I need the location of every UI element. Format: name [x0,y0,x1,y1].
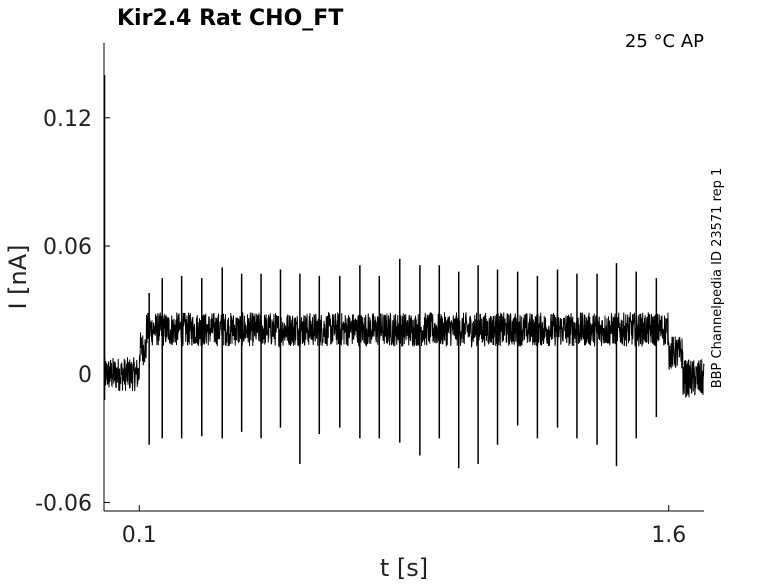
y-tick-label: -0.06 [35,491,92,516]
ticks: 0.1 1.6 0.12 0.06 0 -0.06 [35,107,686,548]
current-trace [103,75,705,469]
y-tick-label: 0 [78,363,92,388]
y-axis-label: I [nA] [4,244,32,309]
trace-noise-band [103,311,705,398]
x-tick-label: 1.6 [651,523,686,548]
y-tick-label: 0.06 [43,235,92,260]
axes [103,43,704,512]
chart-title: Kir2.4 Rat CHO_FT [117,6,343,31]
x-axis-label: t [s] [380,554,428,582]
temperature-annotation: 25 °C AP [625,31,704,52]
x-tick-label: 0.1 [122,523,157,548]
y-tick-label: 0.12 [43,107,92,132]
side-label: BBP Channelpedia ID 23571 rep 1 [710,168,725,389]
